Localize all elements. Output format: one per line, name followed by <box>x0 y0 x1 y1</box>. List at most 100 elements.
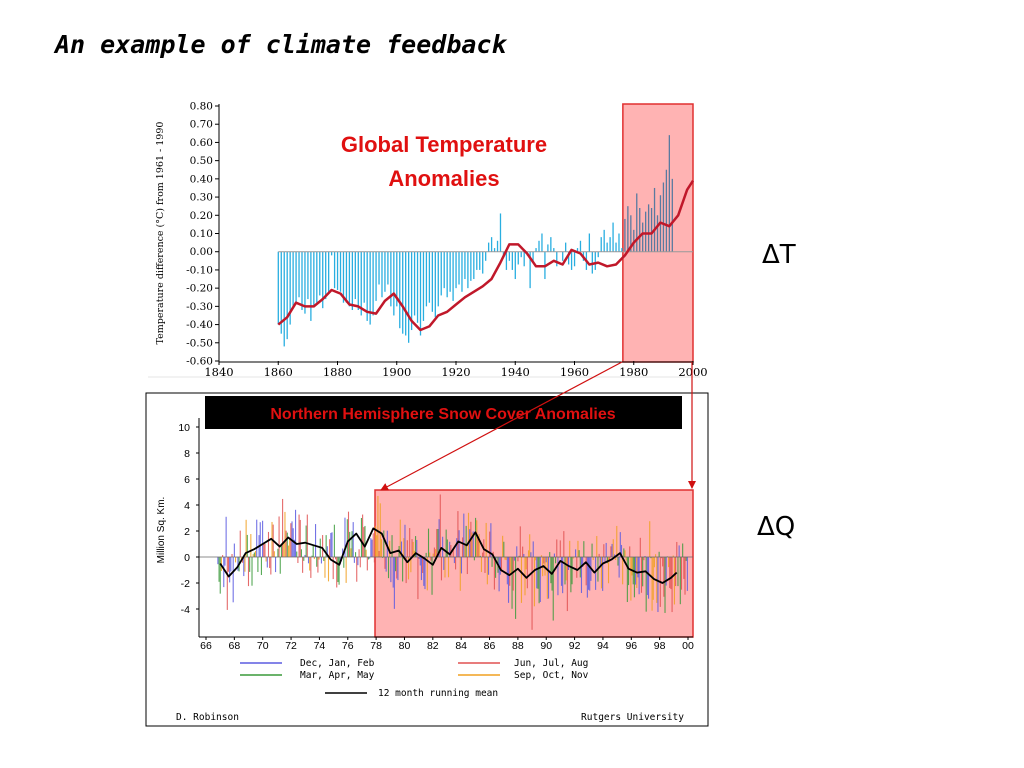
snow-bar <box>682 543 684 557</box>
snow-bar <box>630 557 632 601</box>
snow-bar <box>676 541 678 557</box>
snow-bar <box>684 557 686 595</box>
snow-bar <box>385 557 387 572</box>
snow-x-tick-label: 88 <box>512 640 524 652</box>
temp-bar <box>541 233 543 252</box>
snow-bar <box>538 557 540 604</box>
temp-bar <box>434 251 436 318</box>
snow-bar <box>331 532 333 557</box>
temp-bar <box>283 251 285 347</box>
snow-bar <box>230 557 232 572</box>
temperature-chart: 0.80 0.70 0.60 0.50 0.40 0.30 0.20 0.10 0.00 -0.1… <box>148 101 708 379</box>
temp-bars <box>277 135 673 347</box>
temp-bar <box>381 251 383 298</box>
snow-bar <box>546 557 548 599</box>
snow-bar <box>518 555 520 557</box>
snow-bar <box>609 557 611 562</box>
temp-bar <box>508 251 511 261</box>
snow-bar <box>403 538 405 557</box>
snow-bar <box>300 549 302 557</box>
snow-bar <box>638 557 640 595</box>
snow-bar <box>444 557 446 578</box>
snow-bar <box>509 557 511 586</box>
snow-bar <box>296 551 298 557</box>
snow-bar <box>623 548 625 557</box>
snow-x-ticks: 66 68 70 72 74 76 78 80 82 84 86 88 90 92 94 96 98 00 <box>200 637 694 652</box>
snow-bar <box>370 538 372 557</box>
snow-bar <box>566 557 568 612</box>
snow-bar <box>396 557 398 579</box>
snow-bar <box>633 557 635 598</box>
temp-bar <box>390 251 392 307</box>
snow-bar <box>363 527 365 557</box>
snow-bar <box>433 547 435 557</box>
snow-bar <box>522 546 524 557</box>
snow-y-axis-label: Million Sq. Km. <box>156 497 167 564</box>
snow-bar <box>667 557 670 568</box>
snow-bar <box>225 516 227 557</box>
snow-bar <box>644 556 646 557</box>
snow-bar <box>580 557 583 593</box>
temp-y-tick-label: 0.30 <box>190 192 213 204</box>
snow-bar <box>606 557 608 564</box>
temp-bar <box>307 251 309 300</box>
temp-bar <box>443 251 445 289</box>
snow-bar <box>222 555 224 557</box>
snow-bar <box>457 511 459 557</box>
temp-x-tick-label: 1840 <box>204 365 233 379</box>
temp-x-tick-label: 1860 <box>264 365 293 379</box>
legend-label-jja: Jun, Jul, Aug <box>514 658 588 669</box>
temp-bar <box>369 251 371 325</box>
temp-bar <box>289 251 291 325</box>
snow-bar <box>664 557 666 613</box>
snow-bar <box>552 557 554 621</box>
temp-bar <box>517 251 519 265</box>
temp-bar <box>665 169 668 252</box>
delta-q-label: ΔQ <box>757 512 796 542</box>
temp-y-tick-label: -0.50 <box>186 337 213 349</box>
snow-bar <box>620 544 623 557</box>
temp-bar <box>360 251 362 316</box>
temp-bar <box>612 222 614 252</box>
temp-bar <box>505 251 508 270</box>
snow-bar <box>490 523 492 557</box>
temp-y-tick-label: -0.60 <box>186 356 213 368</box>
temp-bar <box>449 251 451 292</box>
snow-bar <box>442 536 444 557</box>
snow-bar <box>491 557 493 567</box>
snow-bar <box>386 530 388 557</box>
snow-bar <box>543 557 545 564</box>
snow-bar <box>557 557 559 596</box>
snow-bar <box>260 557 262 576</box>
snow-bar <box>618 557 620 578</box>
temp-bar <box>523 251 525 267</box>
snow-bar <box>318 557 320 560</box>
snow-bar <box>647 557 650 599</box>
snow-bar <box>338 557 340 585</box>
temp-bar <box>656 215 659 252</box>
snow-bar <box>527 550 530 557</box>
snow-bar <box>237 557 239 571</box>
snow-bar <box>567 557 570 570</box>
snow-bar <box>511 557 513 609</box>
snow-x-tick-label: 78 <box>370 640 382 652</box>
temp-bar <box>351 251 354 310</box>
snow-bar <box>683 557 685 579</box>
snow-bar <box>316 557 318 567</box>
temp-bar <box>286 251 288 340</box>
snow-bar <box>362 514 364 557</box>
snow-bar <box>412 541 414 557</box>
snow-bar <box>395 557 397 572</box>
snow-bar <box>671 557 673 613</box>
snow-bar <box>344 517 346 557</box>
temp-bar <box>615 242 617 252</box>
snow-bar <box>564 557 566 585</box>
snow-bar <box>455 557 457 570</box>
snow-bar <box>310 557 312 578</box>
temp-bar <box>455 251 457 289</box>
snow-bar <box>607 557 610 584</box>
snow-bar <box>365 549 367 557</box>
temp-bar <box>416 251 419 323</box>
snow-bar <box>517 557 519 562</box>
snow-bar <box>673 557 675 605</box>
